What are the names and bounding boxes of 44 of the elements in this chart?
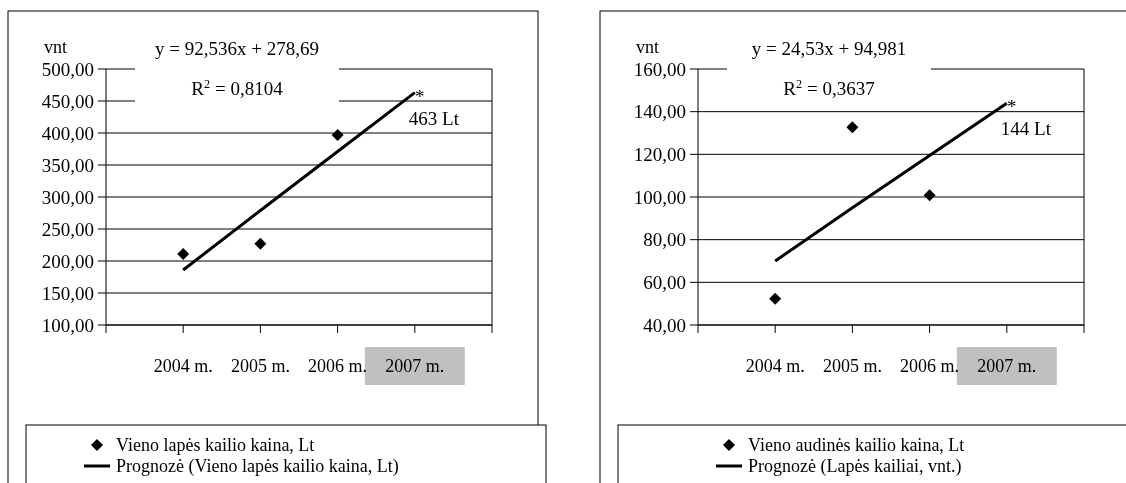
y-tick-label: 40,00	[643, 314, 686, 336]
y-tick-label: 400,00	[41, 122, 94, 144]
x-tick-label: 2004 m.	[153, 356, 213, 377]
y-tick-label: 200,00	[41, 250, 94, 272]
point	[923, 189, 936, 202]
point	[846, 121, 859, 134]
point	[254, 237, 267, 250]
y-tick-label: 300,00	[41, 186, 94, 208]
y-tick-label: 500,00	[41, 58, 94, 80]
y-tick-label: 60,00	[643, 271, 686, 293]
x-tick-label: 2007 m.	[977, 356, 1037, 377]
x-tick-label: 2005 m.	[230, 356, 290, 377]
y-tick-label: 160,00	[633, 58, 686, 80]
annotation: 463 Lt	[408, 107, 460, 129]
y-tick-label: 100,00	[633, 186, 686, 208]
y-tick-label: 120,00	[633, 143, 686, 165]
y-tick-label: 140,00	[633, 101, 686, 123]
y-axis-title: vnt	[636, 37, 660, 57]
legend-label: Prognozė (Vieno lapės kailio kaina, Lt)	[116, 456, 399, 478]
y-tick-label: 100,00	[41, 314, 94, 336]
x-tick-label: 2004 m.	[745, 356, 805, 377]
y-tick-label: 450,00	[41, 90, 94, 112]
x-tick-label: 2006 m.	[308, 356, 368, 377]
x-tick-label: 2006 m.	[900, 356, 960, 377]
legend-label: Vieno audinės kailio kaina, Lt	[748, 435, 965, 456]
x-tick-label: 2007 m.	[385, 356, 445, 377]
annotation: R$^{2}$ = 0,8104	[191, 77, 284, 99]
annotation: R$^{2}$ = 0,3637	[783, 77, 875, 99]
annotation: 144 Lt	[1000, 118, 1052, 140]
legend-label: Vieno lapės kailio kaina, Lt	[116, 435, 315, 456]
annotation: *	[1007, 96, 1017, 118]
y-tick-label: 250,00	[41, 218, 94, 240]
text: y = 92,536x + 278,69	[155, 38, 319, 59]
y-axis-title: vnt	[44, 37, 68, 57]
text: y = 24,53x + 94,981	[751, 38, 907, 59]
point	[177, 247, 190, 260]
point	[769, 292, 782, 305]
annotation: *	[415, 85, 425, 107]
point	[331, 128, 344, 141]
y-tick-label: 80,00	[643, 229, 686, 251]
legend-label: Prognozė (Lapės kailiai, vnt.)	[748, 456, 962, 478]
x-tick-label: 2005 m.	[822, 356, 882, 377]
y-tick-label: 350,00	[41, 154, 94, 176]
y-tick-label: 150,00	[41, 282, 94, 304]
